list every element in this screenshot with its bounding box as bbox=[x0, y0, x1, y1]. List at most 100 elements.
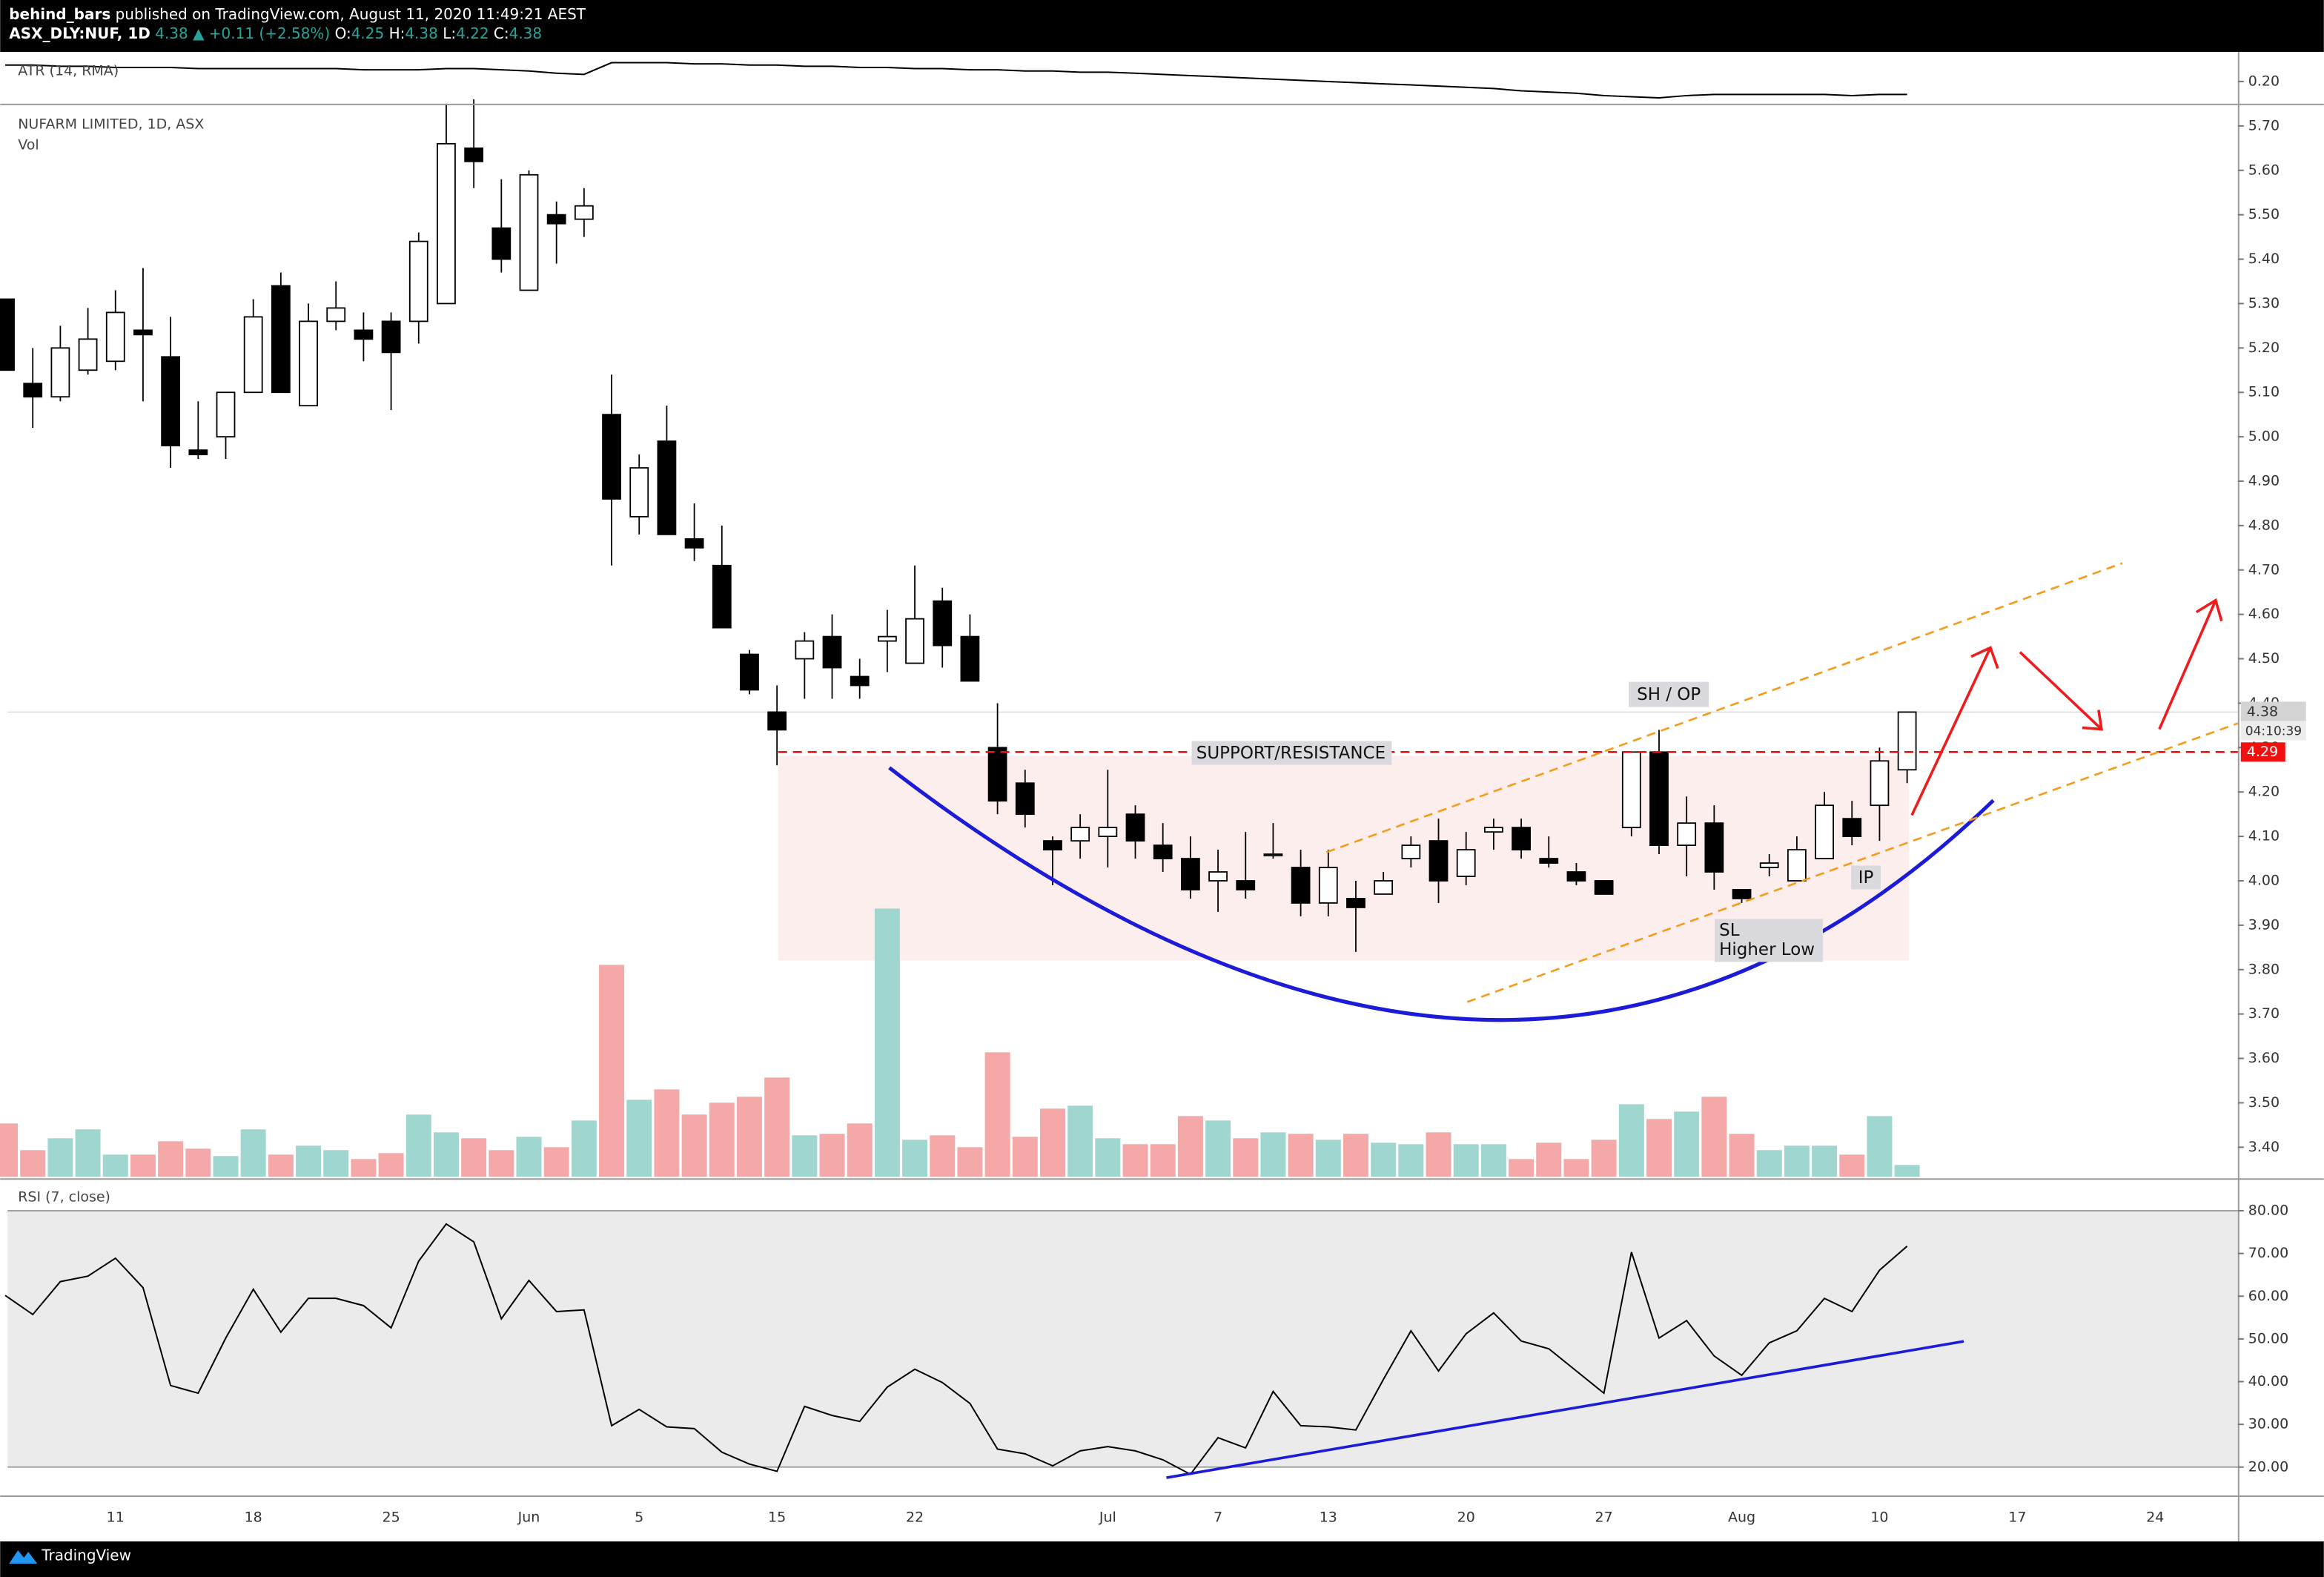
candle-body bbox=[1208, 871, 1228, 882]
y-tick-label: 5.70 bbox=[2248, 117, 2280, 133]
x-tick-label: 10 bbox=[1870, 1510, 1888, 1526]
volume-bar bbox=[351, 1159, 377, 1177]
volume-bar bbox=[626, 1100, 652, 1177]
candle-body bbox=[0, 298, 15, 371]
pane-title: RSI (7, close) bbox=[18, 1189, 110, 1206]
volume-bar bbox=[543, 1147, 569, 1177]
symbol: ASX_DLY:NUF, 1D bbox=[9, 24, 150, 42]
volume-bar bbox=[1701, 1097, 1727, 1177]
x-tick-label: 20 bbox=[1457, 1510, 1475, 1526]
candle-body bbox=[602, 414, 621, 500]
volume-bar bbox=[1150, 1144, 1176, 1177]
volume-bar bbox=[213, 1156, 239, 1177]
candle-body bbox=[657, 440, 677, 535]
support-box bbox=[2240, 742, 2285, 762]
candle-body bbox=[1512, 827, 1531, 850]
indicator-line bbox=[5, 62, 1907, 99]
volume-bar bbox=[1288, 1134, 1314, 1177]
candle-body bbox=[1870, 760, 1890, 807]
candle-body bbox=[1153, 844, 1173, 859]
x-tick-label: 7 bbox=[1214, 1510, 1222, 1526]
header-line: behind_bars published on TradingView.com… bbox=[9, 4, 586, 22]
candle-body bbox=[795, 640, 815, 660]
volume-bar bbox=[736, 1097, 762, 1177]
candle-body bbox=[491, 227, 512, 260]
volume-bar bbox=[1039, 1108, 1065, 1177]
candle-body bbox=[574, 205, 594, 220]
volume-bar bbox=[1536, 1143, 1562, 1177]
candle-body bbox=[78, 338, 98, 371]
last-price-label: 4.38 bbox=[2247, 704, 2278, 720]
candle-body bbox=[381, 320, 401, 354]
y-tick-label: 5.20 bbox=[2248, 340, 2280, 356]
candle-body bbox=[437, 142, 456, 305]
y-tick-label: 4.20 bbox=[2248, 784, 2280, 800]
open: 4.25 bbox=[351, 24, 384, 42]
y-tick-label: 0.20 bbox=[2248, 73, 2280, 89]
candle-body bbox=[822, 635, 842, 669]
y-tick-label: 40.00 bbox=[2248, 1373, 2288, 1389]
footer-bar bbox=[0, 1541, 2324, 1577]
candle-body bbox=[712, 564, 732, 629]
candle-body bbox=[299, 320, 318, 407]
volume-bar bbox=[1812, 1145, 1838, 1177]
pane-title: ATR (14, RMA) bbox=[18, 62, 119, 79]
volume-bar bbox=[1480, 1144, 1506, 1177]
chart-title: NUFARM LIMITED, 1D, ASX bbox=[18, 116, 204, 132]
candle-body bbox=[1566, 871, 1586, 882]
y-tick-label: 3.80 bbox=[2248, 961, 2280, 977]
candle-body bbox=[133, 329, 153, 336]
volume-bar bbox=[819, 1134, 845, 1177]
volume-bar bbox=[1095, 1138, 1121, 1177]
candle-body bbox=[1125, 813, 1145, 842]
change: ▲ +0.11 (+2.58%) bbox=[193, 24, 330, 42]
label-box bbox=[1191, 741, 1392, 765]
volume-bar bbox=[1122, 1144, 1148, 1177]
candle-body bbox=[684, 538, 704, 549]
candle-body bbox=[1483, 827, 1503, 833]
volume-bar bbox=[130, 1154, 156, 1177]
candle-body bbox=[1098, 827, 1118, 838]
y-tick-label: 4.80 bbox=[2248, 517, 2280, 533]
candle-body bbox=[933, 600, 953, 647]
rsi-band bbox=[7, 1211, 2238, 1467]
candle-body bbox=[1456, 849, 1476, 877]
volume-bar bbox=[433, 1132, 459, 1177]
candle-body bbox=[629, 467, 649, 518]
candle-body bbox=[1070, 827, 1090, 842]
candle-body bbox=[767, 711, 787, 731]
brand: TradingView bbox=[41, 1547, 131, 1564]
annotation: SL bbox=[1719, 921, 1740, 940]
candle-body bbox=[1732, 889, 1752, 899]
annotation: Higher Low bbox=[1719, 940, 1815, 959]
candle-body bbox=[271, 285, 291, 394]
volume-bar bbox=[240, 1129, 266, 1177]
volume-bar bbox=[1177, 1116, 1203, 1177]
candle-body bbox=[354, 329, 374, 340]
red-arrows bbox=[1910, 598, 2223, 816]
high-label: H: bbox=[389, 24, 405, 42]
candle-body bbox=[1015, 782, 1035, 816]
volume-bar bbox=[1426, 1132, 1451, 1177]
annotation: SH / OP bbox=[1637, 685, 1701, 704]
candle-body bbox=[1539, 858, 1559, 864]
low: 4.22 bbox=[456, 24, 489, 42]
candle-body bbox=[1291, 867, 1311, 904]
x-tick-label: 25 bbox=[383, 1510, 400, 1526]
y-tick-label: 5.40 bbox=[2248, 251, 2280, 267]
volume-bar bbox=[1563, 1159, 1589, 1177]
arrow-up bbox=[2158, 598, 2223, 730]
candle-body bbox=[1346, 898, 1365, 908]
y-tick-label: 3.50 bbox=[2248, 1094, 2280, 1111]
y-tick-label: 80.00 bbox=[2248, 1203, 2288, 1219]
y-tick-label: 5.30 bbox=[2248, 295, 2280, 311]
volume-bar bbox=[489, 1150, 514, 1177]
candle-body bbox=[1374, 880, 1394, 895]
volume-title: Vol bbox=[18, 136, 39, 153]
candle-body bbox=[1677, 822, 1697, 846]
volume-bar bbox=[847, 1123, 873, 1177]
candle-body bbox=[1594, 880, 1614, 895]
y-tick-label: 3.90 bbox=[2248, 916, 2280, 933]
